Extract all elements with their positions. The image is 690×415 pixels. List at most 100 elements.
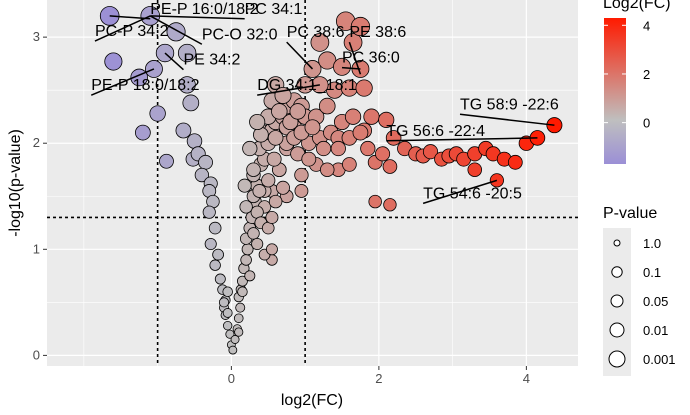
y-tick-label: 0 <box>33 347 40 362</box>
data-point <box>318 97 336 115</box>
point-label: PE 34:2 <box>183 52 240 69</box>
data-point <box>368 194 382 209</box>
data-point <box>319 162 335 178</box>
size-legend-key <box>608 350 626 368</box>
color-legend: Log2(FC) 0 2 4 <box>603 0 671 164</box>
data-point <box>350 16 371 37</box>
color-legend-ticks: 0 2 4 <box>604 18 650 131</box>
data-point <box>261 173 276 188</box>
data-point <box>204 237 217 251</box>
data-point <box>294 167 309 183</box>
data-point <box>149 105 166 122</box>
y-tick-label: 3 <box>33 29 40 44</box>
point-label: TG 56:6 -22:4 <box>386 123 485 140</box>
data-point <box>268 194 283 209</box>
data-point <box>218 297 230 308</box>
data-point <box>422 144 439 160</box>
data-point <box>276 180 290 195</box>
data-point <box>209 259 221 271</box>
data-point <box>104 52 123 71</box>
point-label-connector <box>422 179 498 205</box>
x-tick-label: 0 <box>228 371 235 386</box>
data-point <box>375 146 391 162</box>
point-label-connector <box>149 15 203 45</box>
data-point <box>360 140 376 157</box>
color-legend-label: 2 <box>643 67 650 82</box>
data-point <box>175 122 192 139</box>
y-axis-title: -log10(p-value) <box>7 129 24 237</box>
size-legend-key <box>609 322 625 338</box>
y-tick-label: 1 <box>33 241 40 256</box>
y-tick-label: 2 <box>33 135 40 150</box>
data-point <box>252 184 267 198</box>
point-label-connector <box>150 15 245 20</box>
data-point <box>315 140 332 157</box>
data-point <box>267 130 284 146</box>
data-point <box>330 140 346 157</box>
size-legend-label: 0.05 <box>643 294 668 309</box>
data-point <box>385 130 402 146</box>
data-point <box>194 167 210 183</box>
point-label: PC 34:1 <box>245 1 303 18</box>
data-point <box>202 205 216 219</box>
data-point <box>342 157 357 172</box>
color-legend-title: Log2(FC) <box>603 0 671 12</box>
point-label-connector <box>90 68 155 96</box>
point-label: PE-P 16:0/18:2 <box>150 1 258 18</box>
point-label-connector <box>286 41 314 70</box>
size-legend-label: 1.0 <box>643 236 661 251</box>
x-tick-label: 2 <box>375 371 382 386</box>
x-axis-title: log2(FC) <box>281 392 343 409</box>
data-point <box>182 94 200 112</box>
data-point <box>507 154 523 170</box>
size-legend-key <box>613 239 621 247</box>
data-point <box>166 22 186 42</box>
data-point <box>265 211 279 224</box>
data-point <box>134 124 151 141</box>
data-point <box>301 151 317 167</box>
size-legend-label: 0.001 <box>643 352 676 367</box>
data-point <box>546 117 563 134</box>
data-point <box>233 313 244 324</box>
point-label: PC 36:0 <box>342 50 400 67</box>
color-legend-bar <box>604 18 626 164</box>
size-legend-title: P-value <box>603 205 657 222</box>
point-label: PE-P 18:0/18:2 <box>91 77 199 94</box>
data-point <box>237 275 248 287</box>
size-legend-key <box>610 294 624 308</box>
point-label: PC-O 32:0 <box>202 26 278 43</box>
size-legend: P-value 1.0 0.1 0.05 0.01 0.001 <box>603 205 676 376</box>
data-point <box>159 153 174 169</box>
data-point <box>230 335 240 344</box>
point-label: DG 34:1_18:1 <box>257 77 357 94</box>
data-point <box>214 273 226 285</box>
data-point <box>289 103 306 120</box>
data-point <box>237 178 252 193</box>
data-point <box>363 108 380 125</box>
data-point <box>382 159 398 174</box>
data-point <box>265 243 278 256</box>
data-point <box>212 248 224 261</box>
data-point <box>242 140 258 157</box>
color-legend-label: 0 <box>643 116 650 131</box>
data-point <box>249 113 266 131</box>
point-label: PC-P 34:2 <box>95 23 169 40</box>
point-label: PC 38:6 <box>287 24 345 41</box>
data-point <box>222 320 233 331</box>
point-label-connector <box>386 137 538 142</box>
data-point <box>352 124 369 141</box>
data-point <box>467 162 483 178</box>
data-point <box>240 254 252 266</box>
data-point <box>378 111 395 128</box>
size-legend-label: 0.1 <box>643 265 661 280</box>
data-point <box>237 286 248 297</box>
data-point <box>235 302 246 313</box>
data-point <box>271 103 288 120</box>
data-point <box>251 237 264 251</box>
point-label-connector <box>257 84 320 96</box>
data-point <box>177 43 197 63</box>
data-point <box>261 221 275 235</box>
x-tick-label: 4 <box>523 371 530 386</box>
data-point <box>222 286 233 297</box>
data-point <box>304 119 321 136</box>
